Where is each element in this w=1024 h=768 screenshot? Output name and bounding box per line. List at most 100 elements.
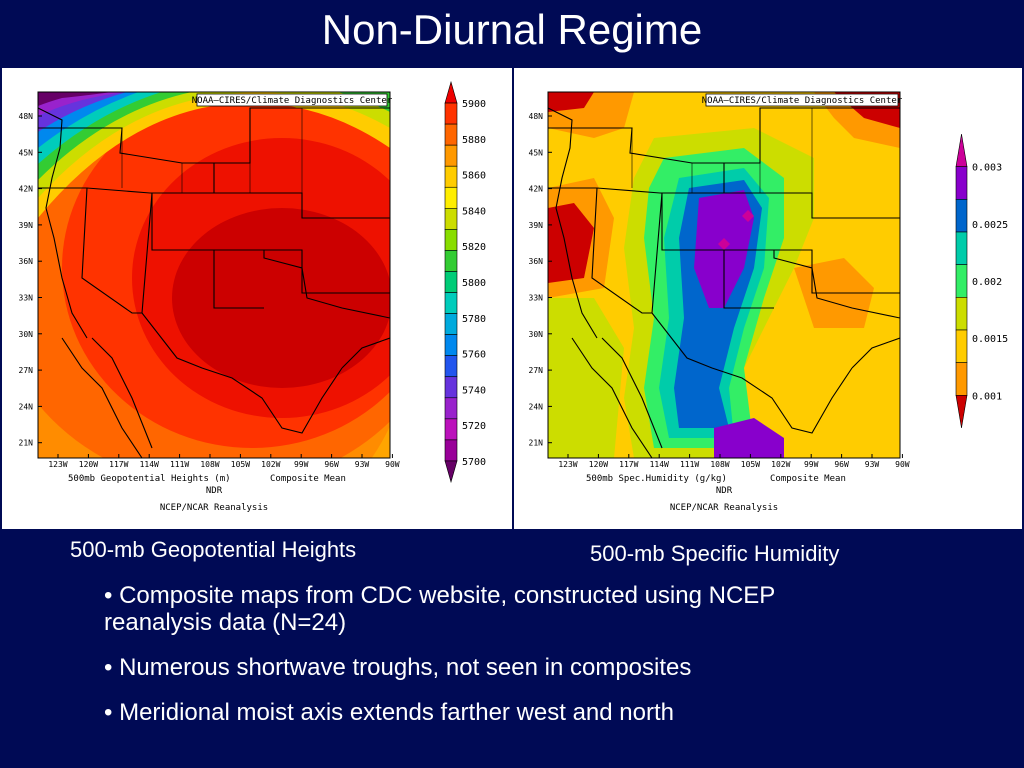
colorbar-swatch [444,418,458,441]
colorbar-swatch [444,123,458,146]
longitude-tick-label: 111W [680,460,699,469]
latitude-labels: 48N 45N 42N 39N 36N 33N 30N 27N 24N 21N [19,112,42,448]
colorbar-label: 0.001 [972,391,1002,402]
colorbar-swatch [955,133,968,167]
longitude-labels: 123W 120W 117W 114W 111W 108W 105W 102W 99W 96W 93… [558,454,910,469]
longitude-tick-label: 105W [231,460,250,469]
colorbar-swatch [444,80,458,104]
specific-humidity-map-graphic: NOAA—CIRES/Climate Diagnostics Center 48… [529,91,1008,513]
colorbar-swatch [955,395,968,429]
stat-label: Composite Mean [770,474,846,484]
field-label: 500mb Spec.Humidity (g/kg) [586,474,727,484]
longitude-tick-label: 117W [619,460,638,469]
humidity-field [548,92,900,458]
height-colorbar: 5900 5880 5860 5840 5820 5800 5780 5760 5740 5720… [444,80,486,484]
longitude-labels: 123W 120W 117W 114W 111W 108W 105W 102W 99W 96W 93… [48,454,400,469]
field-label: 500mb Geopotential Heights (m) [68,474,231,484]
colorbar-swatch [955,166,968,200]
longitude-tick-label: 111W [170,460,189,469]
latitude-tick-label: 33N [529,294,544,303]
colorbar-swatch [444,250,458,272]
latitude-tick-label: 24N [529,402,544,411]
latitude-labels: 48N 45N 42N 39N 36N 33N 30N 27N 24N 21N [529,112,552,448]
height-field [38,92,390,458]
caption-humidity: 500-mb Specific Humidity [590,541,840,566]
longitude-tick-label: 93W [865,460,880,469]
colorbar-label: 5700 [462,457,486,468]
longitude-tick-label: 96W [834,460,849,469]
credit-text: NOAA—CIRES/Climate Diagnostics Center [702,96,903,106]
colorbar-label: 5820 [462,242,486,253]
colorbar-swatch [444,439,458,462]
source-label: NCEP/NCAR Reanalysis [670,503,778,513]
colorbar-swatch [444,165,458,188]
colorbar-label: 5880 [462,135,486,146]
longitude-tick-label: 114W [650,460,669,469]
caption-geopotential: 500-mb Geopotential Heights [70,537,357,562]
longitude-tick-label: 102W [261,460,280,469]
credit-text: NOAA—CIRES/Climate Diagnostics Center [192,96,393,106]
bullet-item: • Meridional moist axis extends farther … [104,699,674,726]
geopotential-heights-map: NOAA—CIRES/Climate Diagnostics Center 48… [2,68,512,529]
longitude-tick-label: 108W [710,460,729,469]
colorbar-label: 5860 [462,171,486,182]
longitude-tick-label: 105W [741,460,760,469]
latitude-tick-label: 27N [529,366,544,375]
colorbar-swatch [444,355,458,378]
latitude-tick-label: 45N [529,148,544,157]
longitude-tick-label: 90W [385,460,400,469]
colorbar-label: 0.002 [972,277,1002,288]
latitude-tick-label: 36N [19,257,34,266]
source-label: NCEP/NCAR Reanalysis [160,503,268,513]
colorbar-label: 5760 [462,350,486,361]
colorbar-label: 0.0015 [972,334,1008,345]
longitude-tick-label: 120W [589,460,608,469]
longitude-tick-label: 123W [48,460,67,469]
longitude-tick-label: 99W [294,460,309,469]
latitude-tick-label: 30N [529,330,544,339]
longitude-tick-label: 114W [140,460,159,469]
colorbar-swatch [444,292,458,314]
colorbar-swatch [444,208,458,230]
colorbar-label: 5800 [462,278,486,289]
stat-label: Composite Mean [270,474,346,484]
colorbar-swatch [955,329,968,363]
colorbar-swatch [444,397,458,420]
longitude-tick-label: 99W [804,460,819,469]
humidity-colorbar: 0.003 0.0025 0.002 0.0015 0.001 [955,133,1008,429]
specific-humidity-map: NOAA—CIRES/Climate Diagnostics Center 48… [514,68,1022,529]
longitude-tick-label: 117W [109,460,128,469]
latitude-tick-label: 39N [529,221,544,230]
bullet-item: • Composite maps from CDC website, const… [104,582,775,636]
colorbar-swatch [955,297,968,331]
colorbar-swatch [955,231,968,265]
latitude-tick-label: 39N [19,221,34,230]
colorbar-label: 0.003 [972,163,1002,174]
longitude-tick-label: 96W [324,460,339,469]
latitude-tick-label: 33N [19,294,34,303]
longitude-tick-label: 120W [79,460,98,469]
latitude-tick-label: 48N [19,112,34,121]
sub-label: NDR [716,486,733,496]
bullet-list: • Composite maps from CDC website, const… [104,582,864,744]
latitude-tick-label: 24N [19,402,34,411]
latitude-tick-label: 30N [19,330,34,339]
longitude-tick-label: 90W [895,460,910,469]
colorbar-swatch [444,229,458,251]
latitude-tick-label: 42N [529,185,544,194]
colorbar-swatch [955,264,968,298]
colorbar-swatch [444,144,458,167]
colorbar-swatch [955,199,968,233]
colorbar-label: 0.0025 [972,220,1008,231]
colorbar-swatch [955,362,968,396]
longitude-tick-label: 108W [200,460,219,469]
colorbar-label: 5900 [462,99,486,110]
longitude-tick-label: 123W [558,460,577,469]
sub-label: NDR [206,486,223,496]
latitude-tick-label: 36N [529,257,544,266]
longitude-tick-label: 93W [355,460,370,469]
latitude-tick-label: 42N [19,185,34,194]
latitude-tick-label: 27N [19,366,34,375]
latitude-tick-label: 21N [19,439,34,448]
colorbar-label: 5720 [462,421,486,432]
